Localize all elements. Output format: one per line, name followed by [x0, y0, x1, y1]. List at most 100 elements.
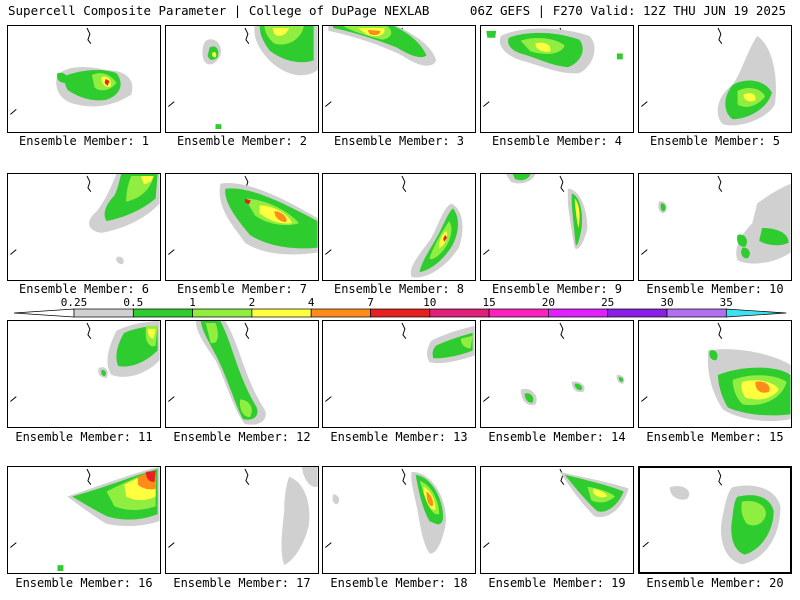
panel-member-4[interactable] — [480, 25, 634, 133]
member-13-contours — [427, 325, 475, 364]
panel-member-1[interactable] — [7, 25, 161, 133]
member-16-map — [10, 467, 160, 572]
panel-member-11[interactable] — [7, 320, 161, 428]
colorbar-segment — [488, 308, 549, 318]
panel-label-2: Ensemble Member: 2 — [176, 134, 308, 148]
colorbar-tick-label: 0.5 — [123, 296, 144, 309]
panel-label-4: Ensemble Member: 4 — [491, 134, 623, 148]
member-7-map — [168, 175, 318, 255]
member-19-map — [483, 468, 629, 548]
colorbar-tick-label: 0.25 — [60, 296, 88, 309]
colorbar-tick-label: 15 — [482, 296, 496, 309]
member-11-contours — [98, 321, 160, 378]
member-10-map — [641, 175, 791, 264]
member-18-map — [325, 468, 447, 554]
panel-label-16: Ensemble Member: 16 — [15, 576, 153, 590]
colorbar-graphic — [13, 308, 787, 318]
member-14-map — [483, 322, 625, 406]
member-4-contours — [486, 28, 623, 74]
panel-member-17[interactable] — [165, 466, 319, 574]
member-8-contours — [410, 203, 463, 278]
panel-member-9[interactable] — [480, 173, 634, 281]
panel-label-11: Ensemble Member: 11 — [15, 430, 153, 444]
colorbar-tick-label: 35 — [719, 296, 733, 309]
member-7-contours — [219, 183, 318, 255]
panel-member-15[interactable] — [638, 320, 792, 428]
panel-label-14: Ensemble Member: 14 — [488, 430, 626, 444]
member-1-map — [10, 27, 133, 115]
member-12-map — [168, 321, 266, 425]
panel-member-6[interactable] — [7, 173, 161, 281]
colorbar — [0, 297, 800, 323]
colorbar-segment — [132, 308, 193, 318]
colorbar-over-arrow — [725, 308, 787, 318]
panel-member-3[interactable] — [322, 25, 476, 133]
colorbar-segment — [429, 308, 490, 318]
member-1-contours — [56, 66, 133, 107]
panel-member-5[interactable] — [638, 25, 792, 133]
panel-label-8: Ensemble Member: 8 — [333, 282, 465, 296]
member-20-contours — [669, 485, 781, 565]
panel-member-16[interactable] — [7, 466, 161, 574]
panel-member-13[interactable] — [322, 320, 476, 428]
run-valid-time: 06Z GEFS | F270 Valid: 12Z THU JUN 19 20… — [469, 3, 786, 18]
member-2-contours — [202, 26, 318, 130]
colorbar-segment — [607, 308, 668, 318]
member-20-map — [642, 469, 781, 565]
member-8-map — [325, 175, 463, 278]
panel-member-2[interactable] — [165, 25, 319, 133]
member-9-map — [483, 174, 588, 255]
panel-label-20: Ensemble Member: 20 — [646, 576, 784, 590]
member-3-map — [325, 26, 437, 107]
member-13-map — [325, 322, 475, 402]
panel-member-7[interactable] — [165, 173, 319, 281]
panel-label-18: Ensemble Member: 18 — [330, 576, 468, 590]
colorbar-tick-label: 2 — [248, 296, 256, 309]
member-17-contours — [281, 467, 318, 566]
panel-label-3: Ensemble Member: 3 — [333, 134, 465, 148]
member-18-contours — [332, 471, 447, 554]
member-15-map — [641, 322, 791, 422]
panel-label-6: Ensemble Member: 6 — [18, 282, 150, 296]
member-19-contours — [559, 471, 629, 518]
panel-label-19: Ensemble Member: 19 — [488, 576, 626, 590]
member-17-map — [168, 467, 318, 566]
panel-member-20[interactable] — [638, 466, 792, 574]
member-2-map — [168, 26, 318, 130]
colorbar-tick-label: 25 — [601, 296, 615, 309]
member-12-contours — [195, 321, 266, 425]
member-9-contours — [505, 174, 588, 249]
colorbar-segment — [192, 308, 253, 318]
colorbar-tick-label: 10 — [423, 296, 437, 309]
map-title: Supercell Composite Parameter | College … — [8, 3, 430, 18]
colorbar-segment — [370, 308, 431, 318]
member-5-contours — [717, 35, 776, 126]
colorbar-tick-label: 7 — [367, 296, 374, 309]
member-14-contours — [520, 374, 625, 406]
colorbar-tick-label: 20 — [541, 296, 556, 309]
panel-label-9: Ensemble Member: 9 — [491, 282, 623, 296]
panel-label-13: Ensemble Member: 13 — [330, 430, 468, 444]
panel-member-18[interactable] — [322, 466, 476, 574]
panel-member-10[interactable] — [638, 173, 792, 281]
member-10-contours — [658, 183, 791, 264]
panel-label-12: Ensemble Member: 12 — [173, 430, 311, 444]
colorbar-segment — [251, 308, 312, 318]
colorbar-segment — [666, 308, 727, 318]
colorbar-segment — [73, 308, 134, 318]
panel-member-19[interactable] — [480, 466, 634, 574]
colorbar-under-arrow — [13, 308, 75, 318]
panel-member-8[interactable] — [322, 173, 476, 281]
member-6-map — [10, 174, 160, 265]
panel-label-5: Ensemble Member: 5 — [649, 134, 781, 148]
member-5-map — [641, 27, 776, 126]
colorbar-tick-label: 4 — [307, 296, 315, 309]
panel-member-12[interactable] — [165, 320, 319, 428]
member-11-map — [10, 321, 160, 402]
member-6-contours — [89, 174, 160, 265]
colorbar-segment — [310, 308, 371, 318]
colorbar-tick-label: 30 — [660, 296, 674, 309]
panel-label-10: Ensemble Member: 10 — [646, 282, 784, 296]
member-16-contours — [57, 467, 160, 572]
panel-member-14[interactable] — [480, 320, 634, 428]
